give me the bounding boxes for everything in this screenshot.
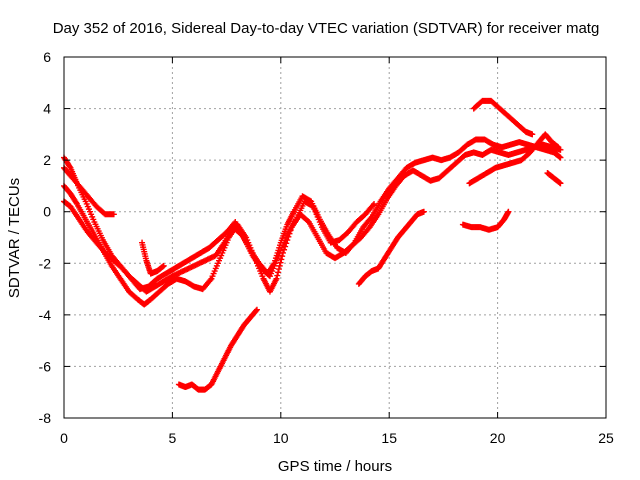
data-point [557,154,564,161]
series-markers [61,97,564,393]
data-point [253,307,260,314]
series-track-2 [61,141,564,308]
series-track-3 [61,198,378,293]
plot-frame [63,56,607,419]
data-point [278,256,285,263]
data-point [275,266,282,273]
data-point [207,277,214,284]
data-point [557,180,564,187]
data-point [277,259,284,266]
data-point [555,144,562,151]
y-tick-label: -8 [39,410,52,426]
series-track-9 [466,131,562,187]
y-tick-label: 0 [43,204,51,220]
axis-ticks: 0 5 10 15 20 25 -8 -6 -4 -2 0 2 4 6 [39,49,614,446]
series-track-11 [544,170,564,187]
x-axis-label: GPS time / hours [278,458,392,475]
series-track-5 [139,239,167,277]
data-point [273,275,280,282]
data-point [369,202,376,209]
x-tick-label: 5 [169,430,177,446]
data-point [276,262,283,269]
series-track-8 [459,208,512,233]
data-point [505,208,512,215]
data-point [420,208,427,215]
y-axis-label: SDTVAR / TECUs [6,178,23,298]
data-point [274,272,281,279]
series-track-6 [355,208,427,287]
series-track-10 [470,97,536,138]
y-tick-label: -6 [39,358,52,374]
x-tick-label: 0 [60,430,68,446]
x-tick-label: 25 [598,430,614,446]
x-tick-label: 15 [381,430,397,446]
x-tick-label: 10 [273,430,289,446]
x-tick-label: 20 [490,430,506,446]
data-point [367,215,374,222]
chart-title: Day 352 of 2016, Sidereal Day-to-day VTE… [53,20,600,37]
y-tick-label: 2 [43,152,51,168]
data-point [371,200,378,207]
y-tick-label: -2 [39,255,52,271]
data-point [66,163,73,170]
series-track-4 [61,164,117,218]
y-tick-label: -4 [39,307,52,323]
data-point [73,199,80,206]
data-point [253,306,260,313]
data-point [275,269,282,276]
data-point [160,262,167,269]
data-point [110,211,117,218]
data-point [529,131,536,138]
y-tick-label: 6 [43,49,51,65]
series-track-7 [175,306,260,393]
y-tick-label: 4 [43,101,51,117]
